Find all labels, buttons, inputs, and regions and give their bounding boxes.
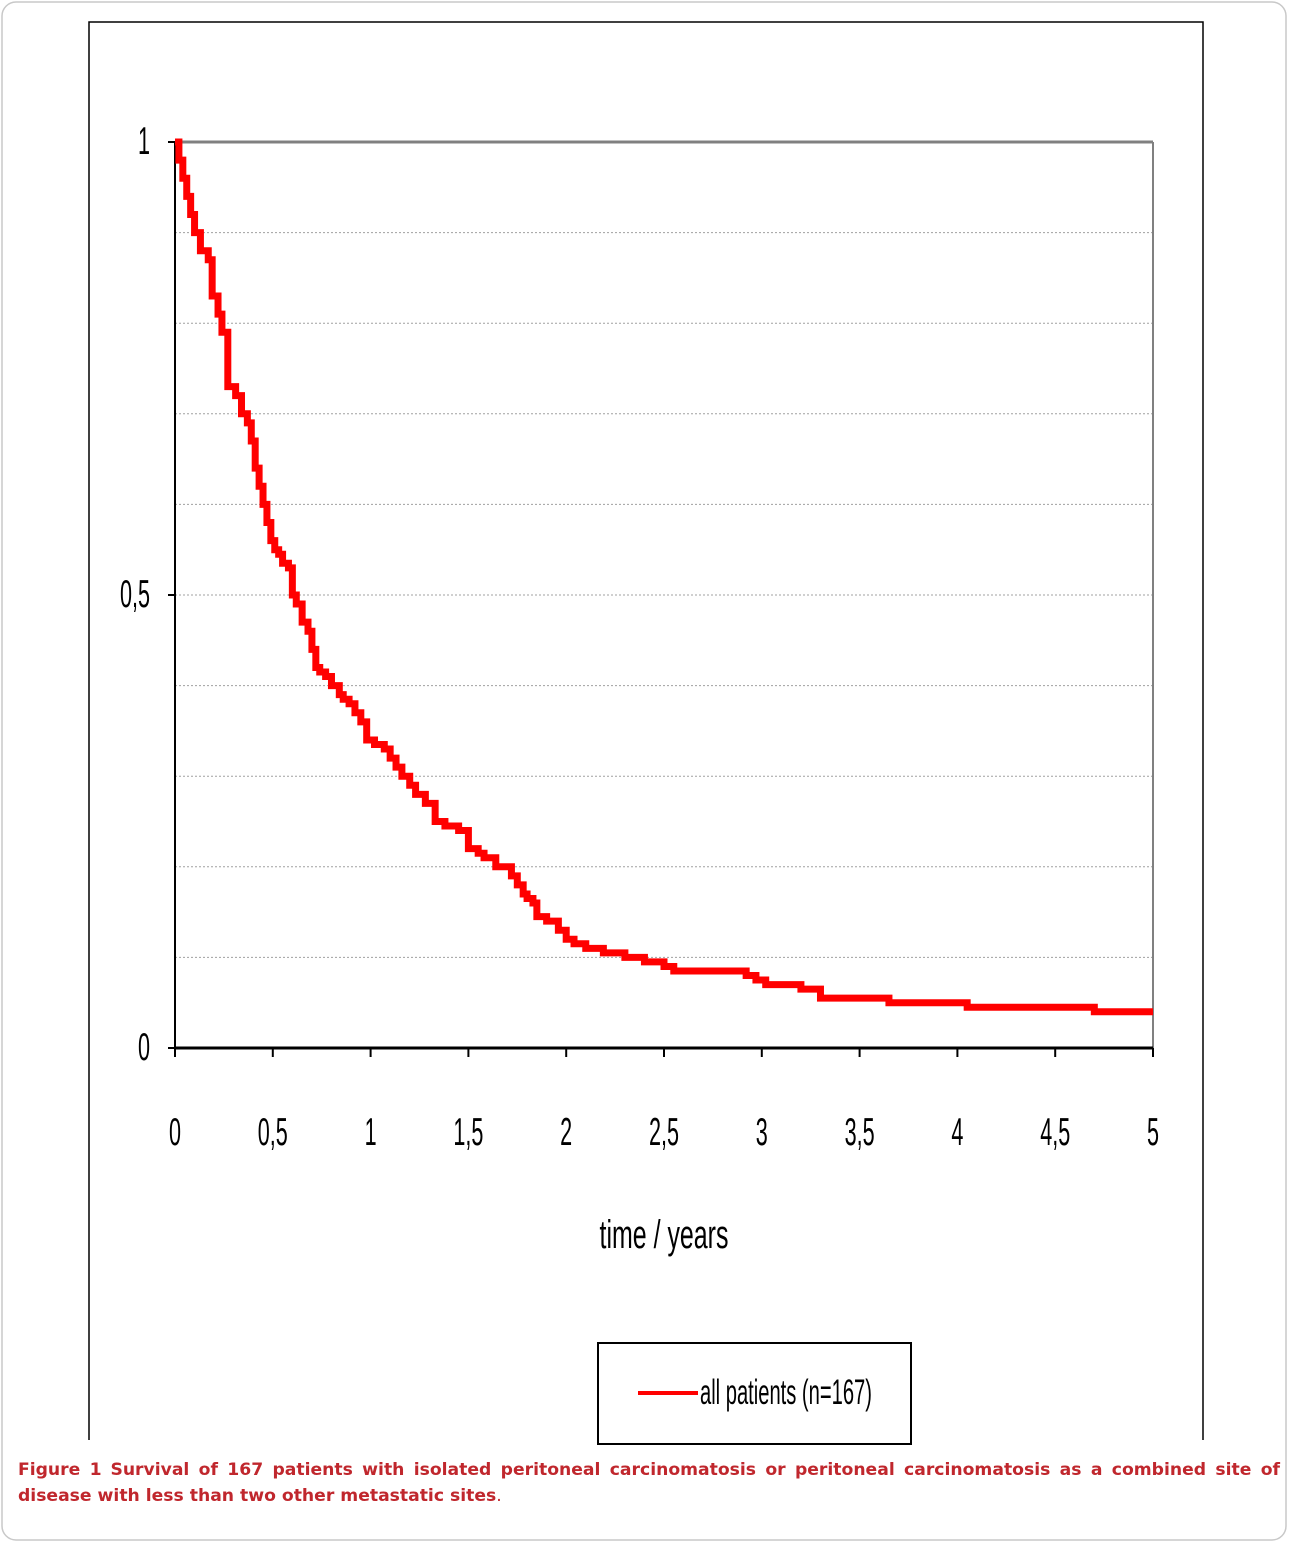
x-tick-label: 5 — [1147, 1109, 1159, 1154]
y-tick-label: 0,5 — [120, 571, 150, 616]
x-tick-label: 4 — [951, 1109, 963, 1154]
x-tick-label: 0,5 — [258, 1109, 288, 1154]
x-tick-label: 3 — [756, 1109, 768, 1154]
x-tick-label: 0 — [169, 1109, 181, 1154]
x-tick-label: 4,5 — [1040, 1109, 1070, 1154]
x-tick-label: 1 — [365, 1109, 377, 1154]
plot-frame — [175, 140, 1154, 1048]
x-tick-labels: 0 0,5 1 1,5 2 2,5 3 3,5 4 4,5 5 — [169, 1109, 1159, 1154]
caption-end: . — [496, 1486, 502, 1506]
y-tick-label: 1 — [138, 118, 150, 163]
caption-text: Survival of 167 patients with isolated p… — [18, 1460, 1281, 1506]
legend: all patients (n=167) — [597, 1342, 912, 1445]
legend-label: all patients (n=167) — [700, 1373, 872, 1412]
chart-area-border — [88, 21, 1204, 1440]
y-tick-label: 0 — [138, 1024, 150, 1069]
x-tick-label: 2,5 — [649, 1109, 679, 1154]
figure-caption: Figure 1 Survival of 167 patients with i… — [18, 1457, 1280, 1509]
y-tick-labels: 00,51 — [120, 118, 150, 1069]
survival-curve — [175, 138, 1153, 1016]
series-layer — [175, 138, 1153, 1016]
caption-label: Figure 1 — [18, 1460, 102, 1480]
x-tick-label: 2 — [560, 1109, 572, 1154]
x-tick-label: 1,5 — [453, 1109, 483, 1154]
grid-lines — [175, 232, 1153, 958]
x-tick-label: 3,5 — [845, 1109, 875, 1154]
axes — [168, 141, 1154, 1057]
x-axis-title: time / years — [600, 1213, 729, 1257]
